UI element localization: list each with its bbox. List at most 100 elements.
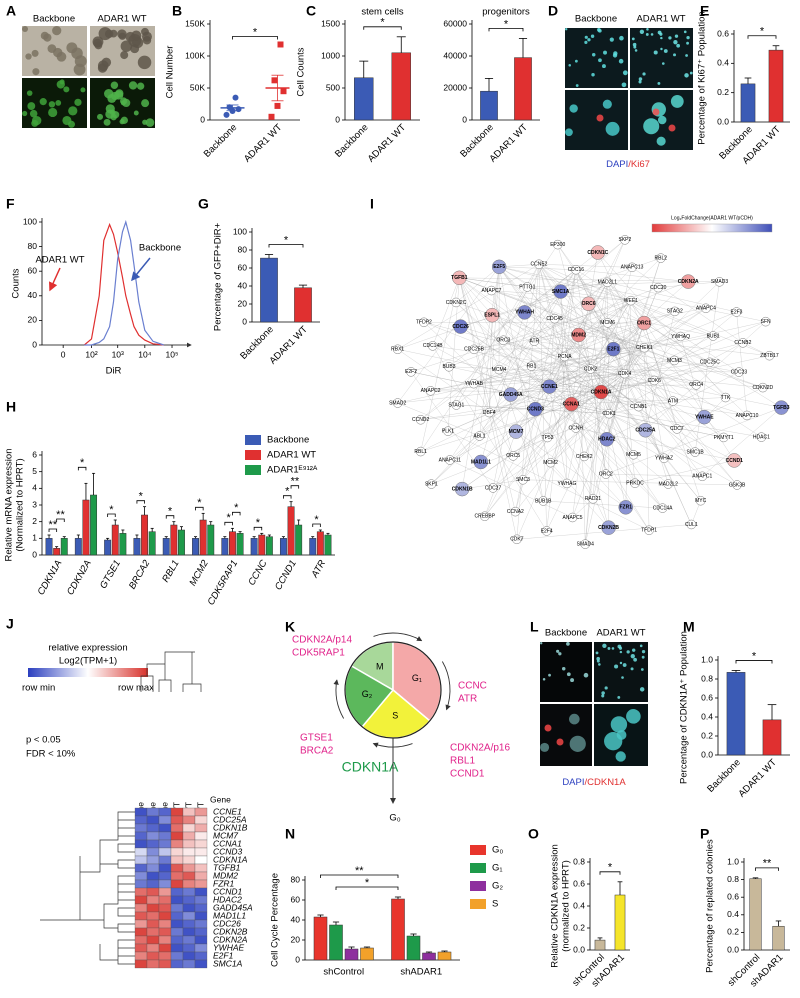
cell bbox=[639, 687, 645, 692]
row-label: TGFB1 bbox=[213, 862, 241, 872]
cell bbox=[556, 649, 560, 653]
edge bbox=[549, 239, 626, 387]
heatmap-cell bbox=[134, 863, 148, 873]
node-label: MCM3 bbox=[667, 358, 682, 364]
cell bbox=[663, 49, 668, 53]
cell bbox=[561, 666, 566, 671]
x-tick-label: 0 bbox=[61, 349, 66, 359]
network-node bbox=[406, 367, 416, 377]
bar bbox=[111, 524, 119, 556]
network-node bbox=[680, 274, 696, 289]
bar bbox=[250, 538, 258, 556]
edge bbox=[492, 413, 610, 489]
network-node bbox=[480, 511, 490, 521]
y-tick-label: 0 bbox=[32, 339, 37, 349]
y-axis-label: Percentage of Ki67⁺ Population bbox=[697, 11, 708, 144]
network-node bbox=[392, 344, 403, 355]
edge bbox=[608, 342, 743, 414]
cell bbox=[26, 90, 33, 96]
node-label: CHEK2 bbox=[576, 454, 593, 460]
y-tick-label: 40 bbox=[28, 290, 38, 300]
node-label: CDKN1C bbox=[587, 250, 608, 256]
node-label: CDK4 bbox=[618, 371, 632, 377]
network-node bbox=[510, 506, 521, 517]
heatmap-cell bbox=[146, 847, 160, 857]
gene-label: GTSE1 bbox=[300, 733, 333, 744]
network-node bbox=[488, 483, 498, 493]
edge bbox=[423, 322, 548, 438]
node-label: BUB1 bbox=[707, 333, 720, 339]
line bbox=[84, 219, 164, 346]
edge bbox=[503, 264, 540, 341]
network-node bbox=[742, 410, 752, 421]
heatmap-cell bbox=[134, 879, 148, 889]
node-label: ORC2 bbox=[599, 471, 613, 477]
node-label: ORC5 bbox=[506, 453, 520, 459]
row-label: HDAC2 bbox=[213, 894, 242, 904]
network-node bbox=[669, 355, 680, 366]
network-node bbox=[639, 342, 650, 353]
node-label: CCNA2 bbox=[507, 509, 524, 515]
network-node bbox=[545, 457, 556, 468]
heatmap-legend-title: Log2(TPM+1) bbox=[59, 656, 117, 667]
cell bbox=[68, 106, 78, 116]
heatmap-cell bbox=[182, 807, 196, 817]
heatmap-cell bbox=[134, 855, 148, 865]
bar bbox=[762, 719, 782, 756]
x-tick-label: 10² bbox=[85, 349, 97, 359]
legend-swatch bbox=[470, 863, 486, 873]
network-node bbox=[564, 396, 579, 412]
bar bbox=[236, 533, 244, 556]
network-node bbox=[452, 270, 467, 286]
edge bbox=[635, 460, 735, 484]
cell bbox=[63, 86, 70, 93]
node-label: ORC1 bbox=[637, 320, 651, 326]
column-label: ADAR1 WT bbox=[97, 14, 146, 25]
stain-dapi: DAPI bbox=[562, 777, 584, 788]
legend-label: S bbox=[492, 899, 498, 910]
panel-letter: P bbox=[700, 826, 709, 842]
cell bbox=[98, 27, 112, 41]
cell bbox=[670, 95, 684, 108]
y-axis-label: Cell Counts bbox=[296, 47, 307, 96]
edge bbox=[624, 342, 743, 374]
node-label: E2F4 bbox=[541, 528, 553, 534]
node-label: CCNH bbox=[569, 425, 584, 431]
heatmap-cell bbox=[158, 815, 172, 825]
cell bbox=[612, 53, 618, 58]
x-tick-label: ADAR1 WT bbox=[366, 122, 409, 165]
cell bbox=[103, 118, 111, 126]
panel-letter: K bbox=[285, 619, 295, 635]
x-tick-label: CCND1 bbox=[273, 558, 299, 592]
network-node bbox=[529, 336, 540, 346]
y-tick-label: 1500 bbox=[321, 18, 340, 28]
edge bbox=[585, 391, 602, 545]
network-node bbox=[670, 306, 680, 317]
heatmap-cell bbox=[134, 943, 148, 953]
heatmap-cell bbox=[158, 959, 172, 969]
cell bbox=[611, 647, 615, 650]
heatmap-cell bbox=[182, 847, 196, 857]
cell bbox=[621, 676, 624, 679]
network-node bbox=[708, 331, 718, 341]
edge bbox=[575, 269, 740, 373]
node-label: ANAPC5 bbox=[563, 515, 583, 521]
significance-label: * bbox=[80, 457, 85, 469]
edge bbox=[605, 407, 782, 475]
cell bbox=[120, 40, 133, 52]
y-tick-label: 0.6 bbox=[701, 692, 713, 702]
network-node bbox=[649, 375, 660, 386]
gene-label: ATR bbox=[458, 694, 477, 705]
heatmap-cell bbox=[158, 831, 172, 841]
heatmap-cell bbox=[194, 847, 208, 857]
heatmap-cell bbox=[170, 959, 184, 969]
cell bbox=[621, 82, 627, 88]
bar bbox=[309, 538, 317, 556]
bar bbox=[287, 506, 295, 556]
y-tick-label: 100 bbox=[23, 216, 37, 226]
network-node bbox=[454, 481, 470, 497]
edge bbox=[607, 239, 626, 283]
cell bbox=[80, 87, 86, 93]
network-node bbox=[691, 380, 701, 390]
heatmap-cell bbox=[146, 951, 160, 961]
